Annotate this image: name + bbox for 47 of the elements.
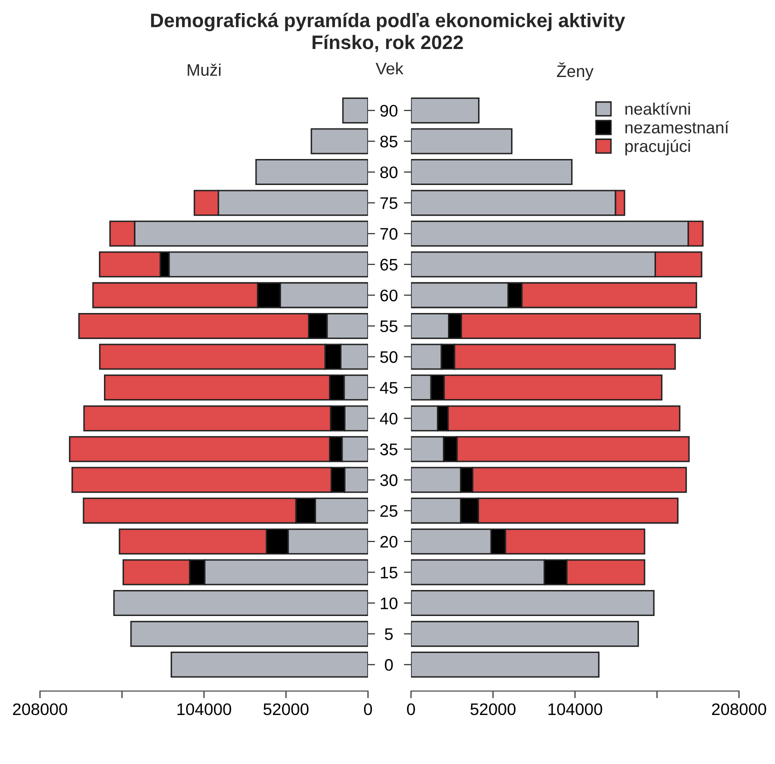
y-axis-title: Vek <box>376 62 404 74</box>
x-tick-label: 208000 <box>712 703 766 716</box>
y-tick-label: 80 <box>380 166 398 178</box>
y-tick-label: 25 <box>380 505 398 517</box>
bar <box>130 620 368 647</box>
x-tick-label: 0 <box>407 703 415 716</box>
y-tick-label: 0 <box>384 659 393 671</box>
y-tick-label: 45 <box>380 382 398 394</box>
bar <box>411 128 512 154</box>
bar <box>411 159 573 186</box>
y-tick-label: 85 <box>380 136 398 148</box>
y-tick-label: 65 <box>380 258 398 271</box>
legend-label: neaktívni <box>625 102 690 115</box>
y-tick-label: 60 <box>380 290 398 302</box>
y-tick-label: 50 <box>380 351 398 363</box>
y-tick-label: 30 <box>380 474 398 486</box>
x-tick-label: 52000 <box>470 703 516 716</box>
x-tick-label: 104000 <box>177 703 232 716</box>
y-tick-label: 40 <box>380 412 398 425</box>
y-tick-label: 55 <box>380 320 398 332</box>
bar <box>113 590 368 616</box>
bar <box>411 620 639 647</box>
y-tick-label: 90 <box>380 104 398 117</box>
bar <box>170 652 368 678</box>
y-tick-label: 75 <box>380 197 398 210</box>
chart-subtitle: Fínsko, rok 2022 <box>312 34 463 52</box>
bar <box>342 97 368 124</box>
y-tick-label: 10 <box>380 597 398 610</box>
bar <box>411 652 600 678</box>
x-tick-label: 52000 <box>263 703 309 716</box>
y-tick-label: 5 <box>384 628 393 640</box>
legend-label: nezamestnaní <box>625 121 729 134</box>
bar <box>411 590 655 616</box>
legend-label: pracujúci <box>625 140 690 156</box>
x-tick-label: 104000 <box>548 703 602 716</box>
bar <box>411 97 480 124</box>
bar <box>310 128 368 154</box>
text: Muži <box>188 64 220 76</box>
text: Ženy <box>557 62 594 80</box>
y-tick-label: 70 <box>380 228 398 240</box>
y-tick-label: 15 <box>380 566 398 578</box>
chart-title: Demografická pyramída podľa ekonomickej aktivity <box>151 12 626 32</box>
y-tick-label: 35 <box>380 444 398 456</box>
bar <box>255 159 368 186</box>
x-tick-label: 0 <box>364 703 372 716</box>
y-tick-label: 20 <box>380 536 398 548</box>
x-tick-label: 208000 <box>13 703 68 716</box>
